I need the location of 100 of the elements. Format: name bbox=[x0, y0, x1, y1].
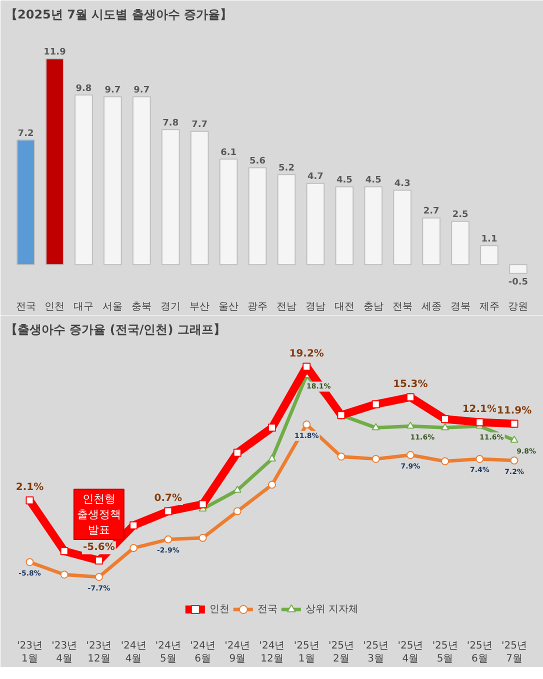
point bbox=[372, 454, 380, 463]
x-tick-label: 인천 bbox=[44, 302, 65, 312]
x-tick-label: 서울 bbox=[102, 302, 123, 312]
x-tick-label: 대구 bbox=[74, 302, 94, 312]
point bbox=[60, 570, 68, 579]
point bbox=[441, 415, 450, 424]
x-tick-label: '23년 12월 bbox=[86, 640, 112, 665]
point bbox=[26, 558, 34, 566]
x-tick-label: '25년 5월 bbox=[432, 640, 458, 665]
x-tick-label: 경남 bbox=[305, 302, 326, 312]
bar bbox=[46, 58, 64, 266]
point bbox=[406, 393, 414, 402]
bar bbox=[219, 158, 238, 266]
x-tick-label: '25년 4월 bbox=[398, 640, 424, 665]
bar bbox=[132, 96, 151, 266]
data-label: 19.2% bbox=[289, 348, 324, 360]
x-tick-label: '25년 6월 bbox=[466, 640, 492, 665]
point bbox=[510, 436, 518, 443]
x-tick-label: '24년 5월 bbox=[155, 640, 181, 665]
x-tick-label: 경북 bbox=[450, 302, 470, 312]
point bbox=[406, 451, 414, 460]
x-tick-label: '25년 7월 bbox=[502, 640, 528, 665]
data-label: 7.2 bbox=[18, 128, 34, 139]
data-label: 15.3% bbox=[393, 378, 428, 390]
data-label: 4.3 bbox=[394, 178, 410, 189]
x-tick-label: 전국 bbox=[16, 302, 36, 312]
point bbox=[60, 547, 68, 556]
x-tick-label: 충북 bbox=[132, 302, 152, 312]
point bbox=[337, 452, 346, 461]
data-label: 0.7% bbox=[154, 492, 182, 504]
x-tick-label: 전남 bbox=[276, 302, 296, 312]
x-tick-label: 광주 bbox=[248, 302, 268, 312]
bar bbox=[364, 186, 383, 266]
data-label: 7.7 bbox=[192, 120, 208, 130]
bar bbox=[422, 217, 441, 266]
point bbox=[372, 423, 380, 430]
data-label: 5.2 bbox=[278, 163, 294, 174]
point bbox=[441, 457, 450, 466]
x-tick-label: 부산 bbox=[190, 302, 210, 312]
point bbox=[268, 480, 276, 489]
data-label: 1.1 bbox=[481, 234, 498, 244]
annotation: 인천형 출생정책 발표 bbox=[76, 492, 121, 537]
point bbox=[94, 556, 103, 565]
bar bbox=[161, 129, 180, 266]
data-label: 9.8 bbox=[76, 84, 92, 94]
point bbox=[268, 424, 276, 432]
bar bbox=[393, 190, 412, 266]
point bbox=[198, 500, 207, 508]
chart-title: 【2025년 7월 시도별 출생아수 증가율】 bbox=[6, 8, 232, 22]
x-tick-label: '24년 9월 bbox=[224, 640, 250, 665]
data-label: 2.5 bbox=[452, 210, 468, 220]
x-tick-label: '24년 12월 bbox=[259, 640, 285, 665]
point bbox=[476, 418, 484, 426]
bar bbox=[335, 186, 354, 266]
bar bbox=[480, 245, 498, 266]
data-label: 5.6 bbox=[250, 156, 266, 166]
point bbox=[476, 454, 484, 463]
legend-label: 인천 bbox=[209, 603, 230, 616]
point bbox=[441, 423, 450, 430]
bar bbox=[451, 220, 470, 266]
x-tick-label: '24년 6월 bbox=[190, 640, 216, 665]
data-label: 6.1 bbox=[220, 148, 237, 158]
point bbox=[406, 422, 414, 429]
point bbox=[510, 420, 518, 428]
point bbox=[130, 544, 138, 552]
x-tick-label: 세종 bbox=[421, 302, 442, 312]
point bbox=[302, 420, 311, 429]
x-tick-label: '25년 3월 bbox=[363, 640, 389, 665]
data-label: 11.9% bbox=[496, 405, 532, 416]
point bbox=[233, 507, 242, 516]
data-label: 12.1% bbox=[462, 404, 498, 415]
x-tick-label: '25년 2월 bbox=[328, 640, 354, 665]
point bbox=[302, 362, 311, 371]
point bbox=[372, 400, 380, 408]
data-label: -5.6% bbox=[83, 542, 115, 554]
bar bbox=[509, 264, 528, 274]
x-tick-label: 대전 bbox=[334, 302, 354, 312]
point bbox=[233, 448, 242, 457]
x-tick-label: '25년 1월 bbox=[294, 640, 320, 665]
point bbox=[164, 507, 172, 516]
bar bbox=[190, 130, 209, 266]
point bbox=[510, 456, 518, 464]
x-tick-label: 경기 bbox=[160, 302, 181, 312]
point bbox=[130, 521, 138, 530]
point bbox=[164, 535, 172, 544]
x-tick-label: 제주 bbox=[479, 302, 500, 312]
x-tick-label: 전북 bbox=[392, 302, 412, 312]
point bbox=[268, 454, 276, 462]
data-label: -0.5 bbox=[508, 278, 528, 288]
point bbox=[198, 534, 207, 542]
x-tick-label: 울산 bbox=[218, 302, 239, 312]
x-tick-label: '24년 4월 bbox=[120, 640, 146, 665]
bar bbox=[277, 174, 296, 266]
point bbox=[94, 572, 103, 581]
data-label: 4.5 bbox=[336, 175, 352, 186]
x-tick-label: 충남 bbox=[363, 302, 384, 312]
x-tick-label: 강원 bbox=[508, 302, 528, 312]
data-label: 2.7 bbox=[423, 206, 440, 217]
data-label: 9.7 bbox=[104, 85, 121, 96]
bar bbox=[74, 94, 93, 266]
